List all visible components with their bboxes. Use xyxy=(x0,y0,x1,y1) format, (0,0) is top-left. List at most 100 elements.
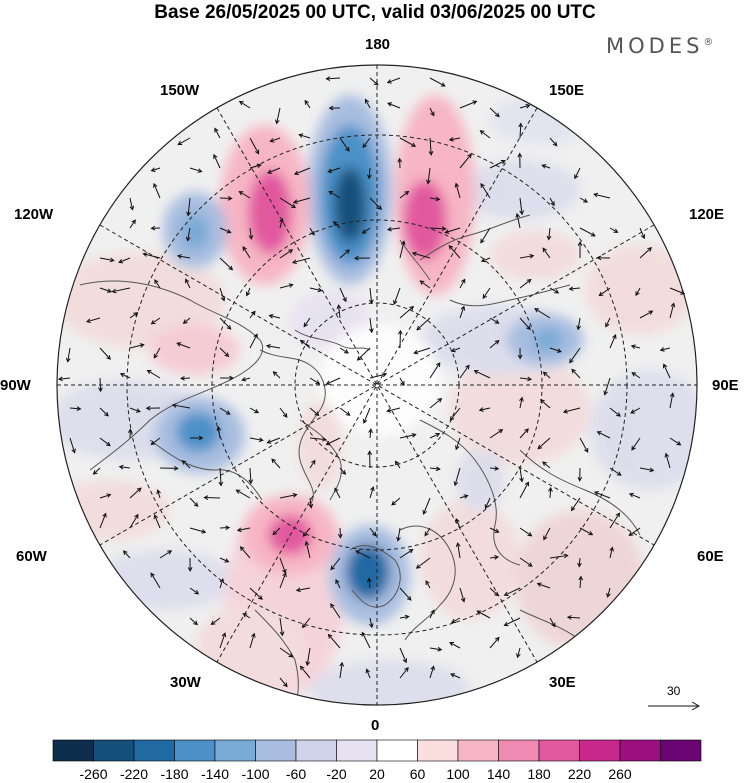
wind-arrow xyxy=(504,617,521,626)
wind-arrowhead xyxy=(563,553,569,559)
wind-arrowhead xyxy=(386,79,392,84)
wind-arrow xyxy=(537,583,551,589)
wind-arrow xyxy=(272,527,281,535)
wind-arrow xyxy=(474,370,491,379)
wind-arrowhead xyxy=(256,163,262,169)
positive-anomaly xyxy=(585,245,695,335)
wind-arrowhead xyxy=(593,491,599,496)
wind-arrow xyxy=(369,287,373,304)
wind-arrowhead xyxy=(387,102,393,107)
wind-arrowhead xyxy=(593,192,599,198)
wind-arrow xyxy=(328,167,341,173)
wind-arrowhead xyxy=(219,578,225,584)
wind-arrow xyxy=(242,246,251,259)
wind-arrowhead xyxy=(268,313,274,319)
wind-arrowhead xyxy=(267,169,273,174)
wind-arrow xyxy=(399,587,412,601)
wind-arrow xyxy=(519,467,523,482)
wind-arrow xyxy=(299,134,311,139)
wind-arrowhead xyxy=(435,466,441,472)
wind-arrowhead xyxy=(435,432,441,438)
wind-arrowhead xyxy=(239,546,245,551)
wind-arrowhead xyxy=(301,623,307,629)
wind-arrowhead xyxy=(367,450,373,456)
wind-arrowhead xyxy=(235,489,241,494)
wind-arrow xyxy=(123,550,131,559)
wind-arrowhead xyxy=(213,153,218,159)
wind-arrow xyxy=(339,137,350,152)
wind-arrowhead xyxy=(187,567,193,572)
wind-arrowhead xyxy=(616,412,621,417)
wind-arrowhead xyxy=(176,342,182,347)
wind-arrow xyxy=(669,303,675,319)
wind-arrow xyxy=(480,183,491,199)
colorbar-tick-label: -100 xyxy=(241,766,270,782)
wind-arrowhead xyxy=(314,411,320,417)
wind-arrowhead xyxy=(300,339,305,345)
wind-arrow xyxy=(504,587,521,596)
wind-arrow xyxy=(219,347,229,357)
wind-arrow xyxy=(279,218,283,229)
wind-arrowhead xyxy=(258,595,263,600)
wind-arrow xyxy=(296,587,311,591)
wind-arrow xyxy=(326,77,341,80)
wind-arrowhead xyxy=(430,665,435,671)
wind-arrow xyxy=(609,512,620,529)
wind-arrow xyxy=(219,197,232,200)
wind-arrow xyxy=(429,77,446,87)
wind-arrowhead xyxy=(279,217,284,223)
wind-arrowhead xyxy=(227,196,233,201)
wind-arrow xyxy=(480,130,491,139)
graticule xyxy=(57,65,697,705)
wind-arrowhead xyxy=(216,425,222,431)
wind-arrow xyxy=(189,167,202,173)
wind-arrow xyxy=(99,287,112,293)
wind-arrow xyxy=(187,197,191,216)
wind-arrow xyxy=(429,197,440,200)
wind-arrowhead xyxy=(193,502,199,507)
wind-arrow xyxy=(69,407,81,410)
wind-arrowhead xyxy=(435,196,441,202)
wind-arrow xyxy=(369,373,387,379)
wind-arrow xyxy=(147,370,161,379)
wind-arrow xyxy=(334,488,341,499)
wind-arrow xyxy=(549,617,556,627)
wind-arrowhead xyxy=(370,486,375,492)
wind-arrowhead xyxy=(245,291,251,297)
wind-arrowhead xyxy=(224,352,230,358)
wind-arrowhead xyxy=(173,465,179,471)
wind-arrow xyxy=(517,647,521,658)
wind-arrow xyxy=(330,603,341,619)
wind-arrowhead xyxy=(109,257,115,263)
positive-anomaly xyxy=(150,325,240,375)
wind-arrow xyxy=(449,137,461,141)
wind-arrowhead xyxy=(194,589,200,595)
wind-arrowhead xyxy=(465,364,470,370)
wind-arrow xyxy=(267,167,281,174)
wind-arrow xyxy=(663,364,671,379)
wind-arrowhead xyxy=(404,190,410,196)
positive-anomaly xyxy=(298,400,342,490)
wind-arrow xyxy=(395,461,401,469)
wind-arrowhead xyxy=(450,347,456,353)
colorbar-swatch xyxy=(52,739,94,762)
wind-arrowhead xyxy=(518,122,523,128)
wind-arrowhead xyxy=(186,211,191,217)
wind-arrow xyxy=(416,317,431,331)
wind-arrowhead xyxy=(275,119,280,125)
wind-arrow xyxy=(366,669,371,679)
wind-arrow xyxy=(609,334,617,349)
wind-arrowhead xyxy=(145,405,151,411)
wind-arrow xyxy=(369,617,373,628)
wind-arrowhead xyxy=(631,372,637,377)
wind-arrowhead xyxy=(425,580,430,585)
wind-arrow xyxy=(399,434,416,439)
wind-arrowhead xyxy=(311,459,316,465)
wind-arrowhead xyxy=(590,232,596,237)
wind-arrow xyxy=(399,241,405,259)
wind-arrowhead xyxy=(480,183,485,188)
wind-arrowhead xyxy=(203,495,209,500)
wind-arrowhead xyxy=(327,633,333,639)
wind-arrow xyxy=(391,497,401,506)
